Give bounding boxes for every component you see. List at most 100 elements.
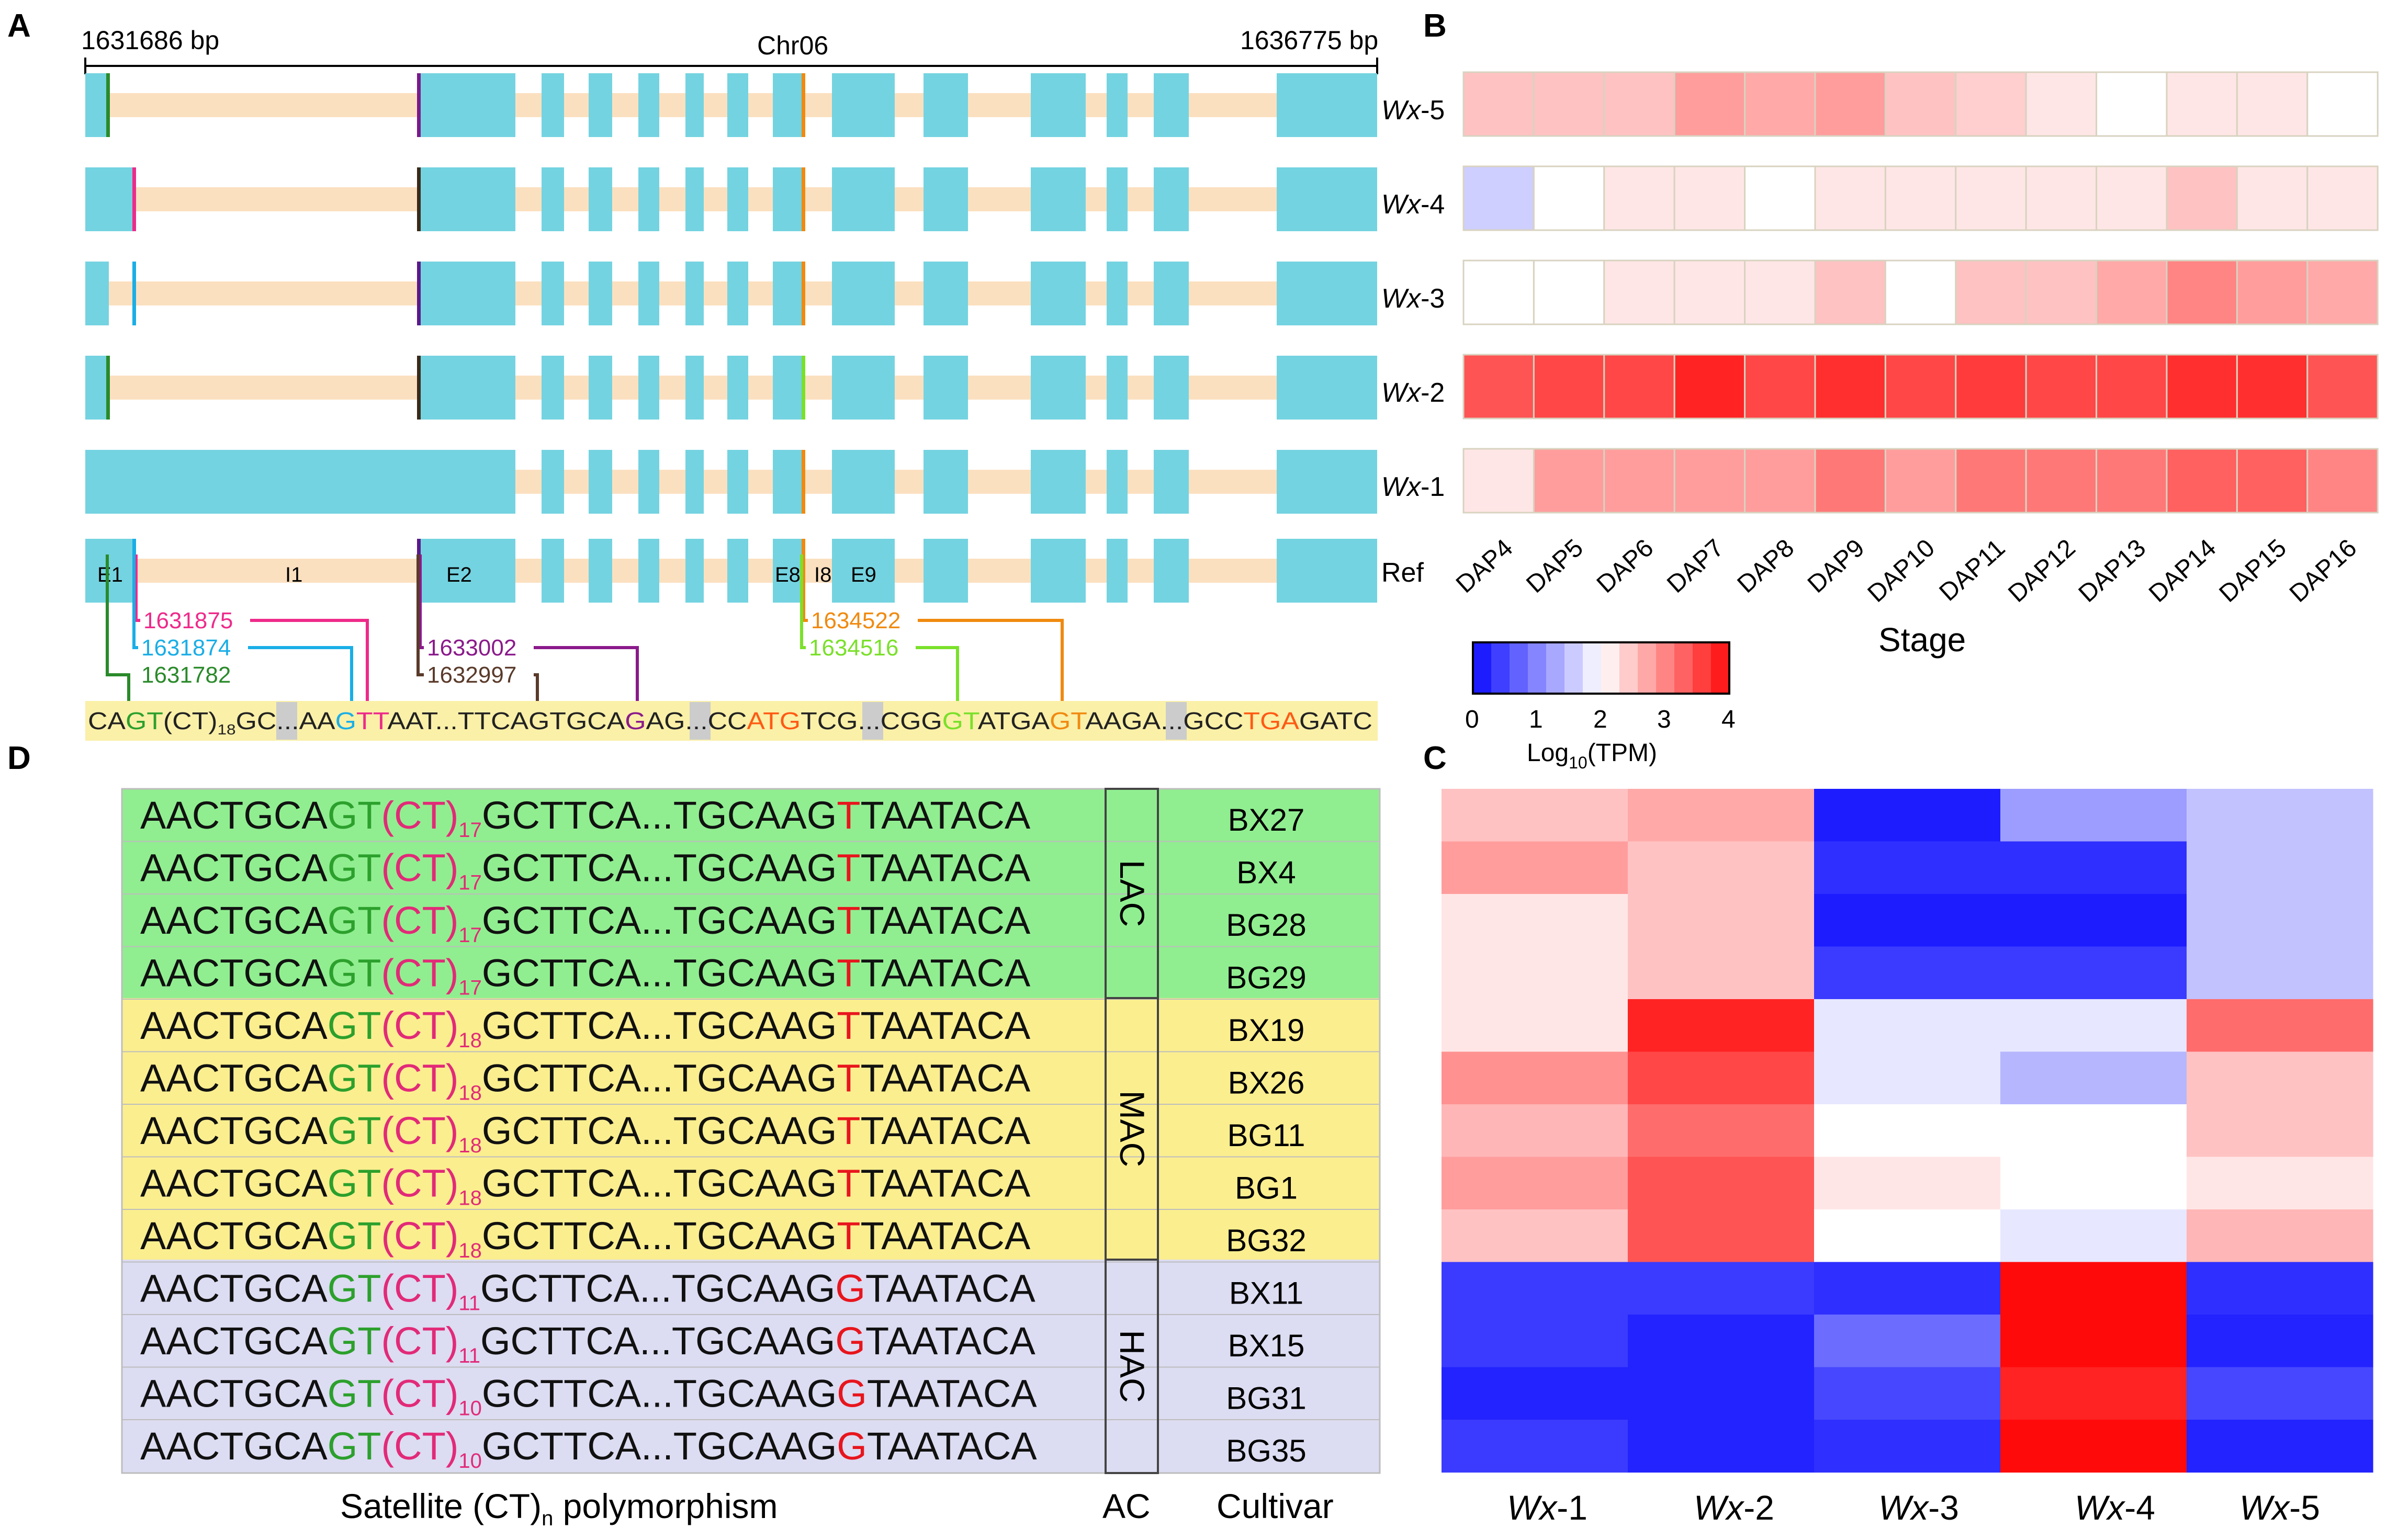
exon-block xyxy=(685,356,704,420)
colorbar xyxy=(1473,642,1730,694)
exon-block xyxy=(727,539,748,603)
heatmap-cell xyxy=(1814,894,2001,947)
ssr-sequence: AACTGCAGT(CT)10GCTTCA...TGCAAGGTAATACA xyxy=(140,1372,1037,1420)
heatmap-cell xyxy=(1955,71,2027,137)
column-label-wx1: Wx-1 xyxy=(1507,1488,1587,1527)
column-label-wx5: Wx-5 xyxy=(2239,1488,2320,1527)
sequence-segment: 18 xyxy=(218,721,236,738)
heatmap-cell xyxy=(1442,841,1628,894)
heatmap-cell xyxy=(1533,259,1605,325)
exon-block xyxy=(832,73,895,137)
heatmap-cell xyxy=(2306,165,2379,231)
splice-marker xyxy=(132,167,136,231)
splice-marker xyxy=(802,167,805,231)
colorbar-segment xyxy=(1674,642,1693,694)
exon-block xyxy=(727,450,748,514)
splice-marker xyxy=(417,167,421,231)
table-border xyxy=(121,788,1381,1474)
exon-block xyxy=(1031,167,1086,231)
heatmap-cell xyxy=(2025,71,2098,137)
exon-block xyxy=(419,73,515,137)
splice-marker xyxy=(106,73,110,137)
heatmap-cell xyxy=(2166,259,2238,325)
sequence-segment: ... xyxy=(685,707,707,734)
heatmap-cell xyxy=(2166,448,2238,514)
label-bg xyxy=(424,635,534,660)
exon-block xyxy=(589,262,612,325)
exon-block xyxy=(589,539,612,603)
label-bg xyxy=(138,662,248,687)
heatmap-cell xyxy=(1628,999,1815,1052)
feature-label-e2: E2 xyxy=(446,563,472,586)
hac-background xyxy=(122,1260,1380,1473)
heatmap-cell xyxy=(2187,999,2373,1052)
table-row: AACTGCAGT(CT)18GCTTCA...TGCAAGTTAATACA BX… xyxy=(140,1004,1304,1052)
ssr-sequence: AACTGCAGT(CT)18GCTTCA...TGCAAGTTAATACA xyxy=(140,1214,1031,1262)
heatmap-cell xyxy=(2187,1262,2373,1315)
colorbar-label: Log10(TPM) xyxy=(1527,739,1657,772)
sequence-segment: (CT) xyxy=(163,707,218,734)
isoform-tracks xyxy=(85,73,1377,603)
heatmap-cell xyxy=(2000,1051,2187,1105)
exon-block xyxy=(542,73,564,137)
heatmap-cell xyxy=(2000,894,2187,947)
heatmap-cell xyxy=(2236,354,2309,420)
table-row: AACTGCAGT(CT)17GCTTCA...TGCAAGTTAATACA BX… xyxy=(140,794,1304,842)
isoform-label-wx1: Wx-1 xyxy=(1381,472,1445,502)
exon-block xyxy=(924,539,968,603)
ssr-sequence: AACTGCAGT(CT)17GCTTCA...TGCAAGTTAATACA xyxy=(140,952,1031,1000)
heatmap-cell xyxy=(2187,841,2373,894)
panel-c-cultivar-heatmap: Wx-1 Wx-2 Wx-3 Wx-4 Wx-5 xyxy=(1442,789,2373,1527)
exon-block xyxy=(924,356,968,420)
heatmap-cell xyxy=(1442,1157,1628,1210)
heatmap-cell xyxy=(2306,71,2379,137)
heatmap-cell xyxy=(2187,946,2373,1000)
cultivar-name: BG1 xyxy=(1235,1171,1298,1206)
exon-block xyxy=(773,262,803,325)
heatmap-cell xyxy=(2025,165,2098,231)
exon-block xyxy=(542,167,564,231)
ssr-sequence: AACTGCAGT(CT)17GCTTCA...TGCAAGTTAATACA xyxy=(140,899,1031,947)
heatmap-cell xyxy=(2166,71,2238,137)
feature-label-e9: E9 xyxy=(851,563,876,586)
chromosome-label: Chr06 xyxy=(757,31,828,60)
connector-1631782 xyxy=(106,554,130,706)
heatmap-cell xyxy=(1442,1104,1628,1158)
exon-block xyxy=(85,73,109,137)
heatmap-cell xyxy=(2236,448,2309,514)
heatmap-cell xyxy=(2187,1104,2373,1158)
heatmap-cell xyxy=(1442,946,1628,1000)
heatmap-cell xyxy=(1603,165,1675,231)
exon-block xyxy=(1154,262,1189,325)
heatmap-cell xyxy=(1462,354,1535,420)
isoform-track xyxy=(85,356,1377,420)
exon-block xyxy=(832,262,895,325)
heatmap-cell xyxy=(1628,1209,1815,1263)
heatmap-cell xyxy=(1442,894,1628,947)
colorbar-tick-0: 0 xyxy=(1465,706,1479,733)
group-label-mac: MAC xyxy=(1113,1091,1152,1168)
cultivar-name: BX11 xyxy=(1229,1276,1303,1311)
heatmap-cell xyxy=(1442,999,1628,1052)
sequence-segment: GT xyxy=(126,707,163,734)
sequence-segment: ... xyxy=(1161,707,1183,734)
heatmap-cell xyxy=(2166,165,2238,231)
heatmap-cell xyxy=(2187,1157,2373,1210)
heatmap-cell xyxy=(1628,841,1815,894)
heatmap-cell xyxy=(2096,71,2168,137)
sequence-segment: GC xyxy=(236,707,277,734)
ssr-sequence: AACTGCAGT(CT)10GCTTCA...TGCAAGGTAATACA xyxy=(140,1424,1037,1473)
exon-block xyxy=(832,356,895,420)
isoform-track xyxy=(85,262,1377,325)
exon-block xyxy=(1277,73,1377,137)
heatmap-cell xyxy=(1442,1051,1628,1105)
exon-block xyxy=(727,356,748,420)
heatmap-cell xyxy=(2187,789,2373,842)
cultivar-name: BX15 xyxy=(1228,1328,1305,1363)
splice-marker xyxy=(802,450,805,514)
heatmap-cell xyxy=(1628,946,1815,1000)
colorbar-segment xyxy=(1656,642,1675,694)
isoform-track xyxy=(85,167,1377,231)
heatmap-cell xyxy=(2000,1209,2187,1263)
